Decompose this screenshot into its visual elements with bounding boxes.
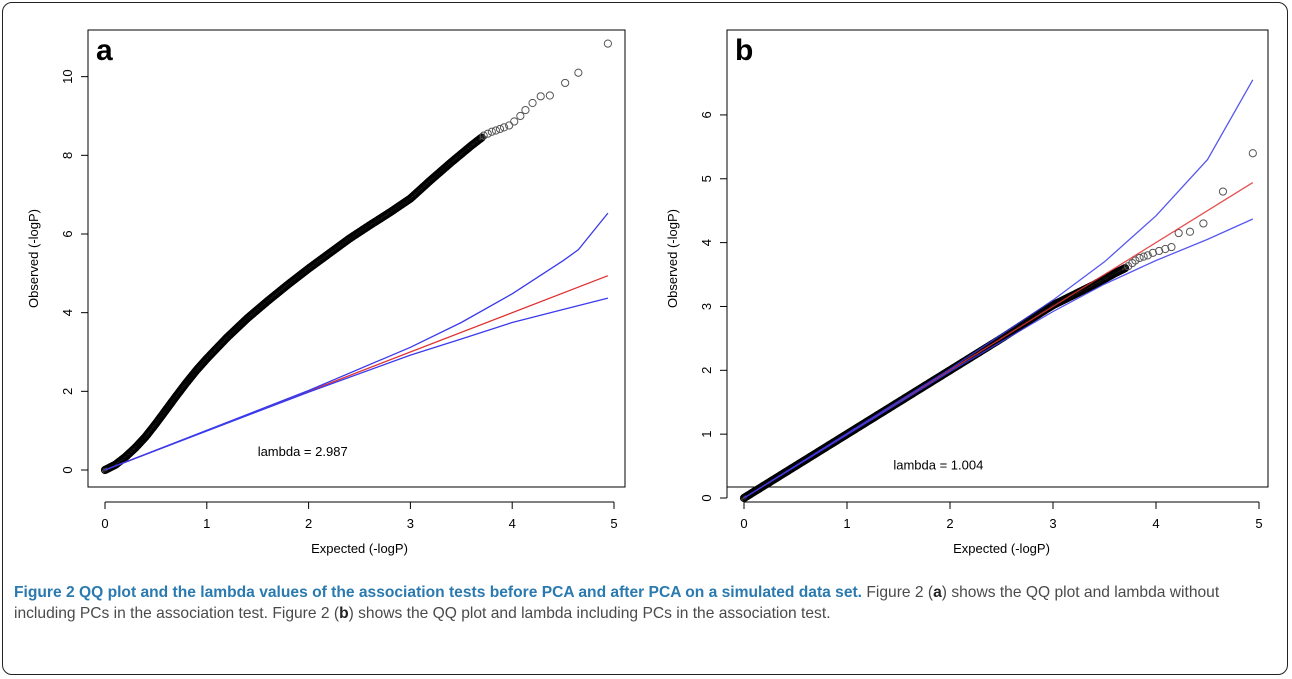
x-tick-label: 5	[1255, 516, 1262, 531]
y-tick-label: 10	[60, 69, 75, 83]
qq-point-tail	[479, 131, 488, 140]
qq-point-tail	[1139, 252, 1148, 261]
x-tick-label: 2	[305, 516, 312, 531]
x-tick-label: 0	[740, 516, 747, 531]
qq-point-tail	[1161, 244, 1170, 254]
qq-point-tail	[1185, 227, 1195, 236]
qq-point-tail	[603, 39, 612, 48]
caption-sentence-2-pre: Figure 2 (	[272, 605, 340, 622]
data-points	[100, 39, 612, 475]
panel-a: 0 1 2 3 4 5 Expected (-logP) 0 2 4 6 8 10 Observed (-…	[26, 29, 626, 556]
qq-point-tail	[1218, 187, 1228, 196]
x-axis-label: Expected (-logP)	[953, 541, 1050, 556]
caption-sentence-1-post: ) shows the QQ plot and lambda without i…	[14, 584, 1220, 622]
qq-point-tail	[499, 123, 509, 132]
x-tick-label: 3	[1049, 516, 1056, 531]
qq-point-tail	[1248, 149, 1257, 158]
qq-point-tail	[1131, 256, 1140, 265]
qq-point-tail	[483, 129, 492, 138]
caption-title: Figure 2 QQ plot and the lambda values o…	[14, 584, 863, 601]
qq-point-tail	[1135, 253, 1144, 263]
lower-confidence-line	[104, 297, 609, 471]
y-tick-label: 2	[60, 388, 75, 395]
x-tick-label: 0	[101, 516, 108, 531]
qq-point-tail	[510, 117, 519, 126]
qq-point-tail	[574, 68, 583, 77]
y-tick-label: 2	[699, 367, 714, 374]
qq-point-tail	[491, 126, 501, 135]
y-tick-label: 0	[60, 466, 75, 473]
x-tick-label: 1	[203, 516, 210, 531]
y-axis-label: Observed (-logP)	[26, 209, 41, 308]
figure-caption: Figure 2 QQ plot and the lambda values o…	[14, 582, 1276, 624]
qq-point	[474, 135, 483, 144]
panel-label: a	[96, 34, 113, 67]
qq-point-tail	[516, 111, 525, 121]
y-tick-label: 0	[699, 494, 714, 501]
y-tick-label: 8	[60, 152, 75, 159]
y-tick-label: 5	[699, 175, 714, 182]
qq-point-tail	[1174, 228, 1183, 238]
lower-confidence-line	[743, 218, 1254, 499]
y-tick-label: 4	[60, 309, 75, 316]
qq-point-tail	[561, 78, 570, 88]
qq-point-tail	[1199, 219, 1208, 228]
qq-point-tail	[521, 105, 530, 115]
qq-point-tail	[1154, 246, 1164, 256]
qq-point-tail	[528, 98, 537, 108]
y-tick-label: 4	[699, 239, 714, 246]
qq-point-tail	[1143, 251, 1152, 260]
data-points	[739, 149, 1257, 503]
caption-panel-b: b	[339, 605, 349, 622]
x-tick-label: 2	[946, 516, 953, 531]
upper-confidence-line	[743, 79, 1254, 499]
y-tick-label: 1	[699, 431, 714, 438]
caption-sentence-1-pre: Figure 2 (	[866, 584, 934, 601]
qq-point	[477, 133, 486, 142]
x-tick-label: 4	[509, 516, 516, 531]
lambda-annotation: lambda = 2.987	[258, 444, 348, 459]
caption-sentence-2-post: ) shows the QQ plot and lambda including…	[348, 605, 831, 622]
qq-point-tail	[1167, 242, 1176, 252]
qq-point-tail	[545, 91, 554, 100]
y-tick-label: 6	[60, 230, 75, 237]
x-axis-label: Expected (-logP)	[311, 541, 408, 556]
lambda-annotation: lambda = 1.004	[893, 457, 983, 472]
qq-point-tail	[1148, 248, 1158, 257]
qq-point-tail	[536, 92, 545, 101]
qq-point	[476, 134, 485, 143]
qq-point-tail	[505, 121, 514, 130]
caption-panel-a: a	[933, 584, 942, 601]
qq-point-tail	[495, 124, 505, 134]
qq-point-tail	[487, 127, 496, 136]
x-tick-label: 1	[843, 516, 850, 531]
x-tick-label: 5	[610, 516, 617, 531]
y-tick-label: 3	[699, 303, 714, 310]
y-tick-label: 6	[699, 111, 714, 118]
upper-confidence-line	[104, 212, 609, 471]
x-tick-label: 4	[1152, 516, 1159, 531]
plot-area	[87, 29, 626, 488]
panel-b: 0 1 2 3 4 5 Expected (-logP) 0 1 2 3 4 5 6 Observed (-…	[665, 29, 1269, 556]
panel-label: b	[735, 34, 753, 67]
y-axis-label: Observed (-logP)	[665, 209, 680, 308]
plot-area	[726, 29, 1269, 488]
x-tick-label: 3	[407, 516, 414, 531]
